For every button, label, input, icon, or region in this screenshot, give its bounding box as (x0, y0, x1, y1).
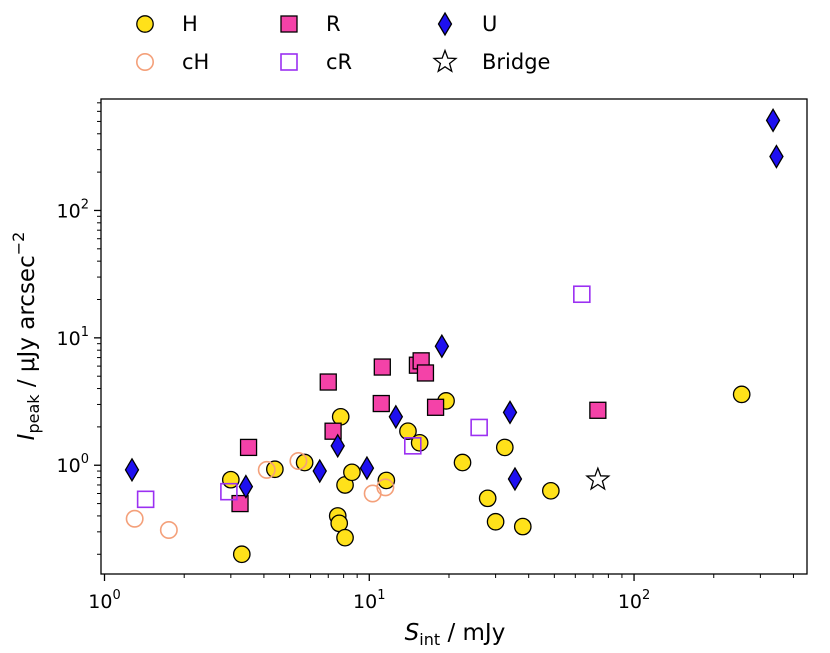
legend-label-h: H (182, 12, 198, 36)
y-tick-label: 100 (57, 452, 89, 477)
legend-item-bridge: Bridge (428, 44, 550, 80)
y-axis-label-subscript: peak (24, 394, 43, 434)
legend-label-u: U (482, 12, 498, 36)
legend-label-ch: cH (182, 50, 210, 74)
series-ch (125, 451, 395, 540)
point-u-8 (507, 466, 523, 492)
data-points (124, 108, 784, 564)
x-tick-label: 101 (353, 588, 385, 613)
point-ch-0 (125, 509, 144, 528)
point-h-11 (399, 422, 417, 441)
point-h-14 (453, 453, 472, 472)
point-u-5 (388, 404, 404, 430)
series-bridge (585, 466, 611, 491)
x-tick-label: 100 (88, 588, 120, 613)
point-r-4 (372, 394, 390, 413)
x-axis-label-rest: / mJy (440, 620, 505, 646)
legend-marker-cr (280, 53, 298, 71)
series-cr (136, 285, 591, 509)
y-axis-label: Ipeak / μJy arcsec−2 (9, 232, 43, 441)
point-ch-5 (376, 478, 395, 497)
point-r-10 (589, 401, 607, 419)
legend-item-u: U (428, 6, 497, 42)
x-axis-label-symbol: S (405, 620, 420, 646)
point-cr-0 (136, 490, 155, 509)
point-u-4 (359, 455, 375, 481)
point-h-7 (336, 528, 354, 547)
point-ch-1 (159, 521, 178, 540)
point-u-0 (124, 457, 140, 483)
legend-glyph-h (136, 15, 154, 33)
plot-frame (100, 98, 808, 575)
legend-marker-h (136, 15, 154, 33)
y-tick-label: 101 (57, 325, 89, 350)
point-h-12 (410, 433, 429, 452)
point-h-3 (295, 453, 314, 472)
point-r-5 (373, 358, 391, 376)
point-u-9 (765, 108, 781, 133)
point-u-10 (769, 144, 784, 169)
point-h-16 (486, 512, 505, 531)
legend-item-r: R (272, 6, 341, 42)
point-u-3 (330, 433, 345, 459)
point-h-10 (377, 471, 396, 490)
series-u (124, 108, 784, 499)
point-u-7 (502, 400, 518, 425)
point-cr-3 (470, 418, 488, 437)
x-tick-label: 102 (618, 588, 650, 613)
point-u-1 (238, 474, 254, 499)
point-r-8 (416, 364, 435, 382)
point-u-2 (312, 458, 327, 484)
legend-item-cr: cR (272, 44, 352, 80)
x-axis-label: Sint / mJy (405, 620, 506, 649)
legend-glyph-ch (136, 53, 154, 71)
legend-marker-r (280, 15, 298, 33)
point-h-1 (232, 545, 251, 564)
y-axis-label-rest: / μJy arcsec (14, 255, 40, 394)
legend-marker-bridge (432, 48, 458, 73)
point-h-18 (513, 517, 532, 536)
x-axis-label-subscript: int (419, 630, 440, 649)
series-r (231, 352, 607, 513)
point-cr-1 (220, 482, 238, 501)
y-tick-label: 102 (57, 197, 89, 222)
point-h-20 (732, 385, 751, 404)
legend-glyph-cr (280, 53, 298, 71)
legend-label-r: R (326, 12, 341, 36)
legend-label-cr: cR (326, 50, 353, 74)
y-axis-label-symbol: I (14, 433, 40, 440)
point-r-2 (319, 373, 337, 391)
axis-ticks: 100 101 102 100 101 102 (57, 102, 794, 613)
point-h-4 (331, 407, 350, 426)
point-ch-3 (289, 451, 308, 470)
series-h (221, 385, 751, 564)
point-r-9 (426, 398, 445, 416)
point-bridge-0 (585, 466, 611, 491)
point-h-9 (343, 463, 361, 482)
point-cr-4 (573, 285, 591, 304)
point-r-1 (239, 438, 258, 457)
legend-item-h: H (128, 6, 198, 42)
legend-glyph-bridge (432, 48, 458, 73)
point-h-17 (495, 438, 514, 457)
point-h-15 (478, 489, 497, 508)
legend-item-ch: cH (128, 44, 209, 80)
point-h-19 (541, 481, 560, 500)
point-ch-2 (257, 460, 276, 479)
y-axis-label-superscript: −2 (9, 232, 28, 256)
legend-glyph-u (437, 11, 453, 37)
legend-glyph-r (280, 15, 298, 33)
legend-label-bridge: Bridge (482, 50, 551, 74)
point-ch-4 (363, 484, 382, 503)
point-cr-2 (403, 437, 422, 455)
point-u-6 (434, 333, 450, 359)
legend-marker-u (437, 11, 453, 37)
legend-marker-ch (136, 53, 154, 71)
